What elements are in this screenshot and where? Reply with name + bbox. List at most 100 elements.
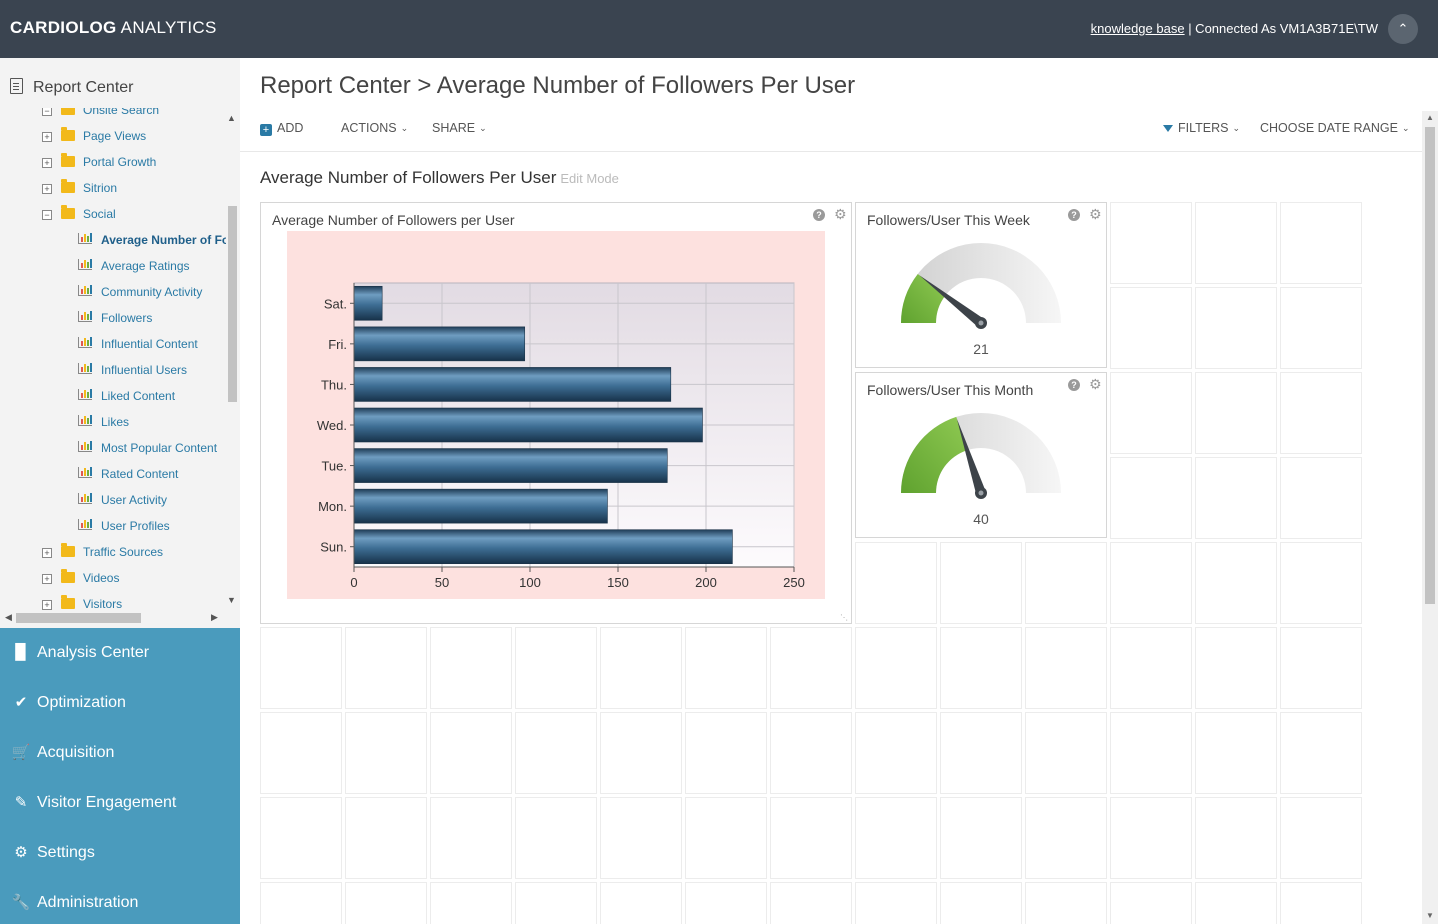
- help-icon[interactable]: ?: [1068, 209, 1080, 221]
- scroll-down-icon[interactable]: ▼: [227, 595, 236, 605]
- resize-handle[interactable]: ⋱: [840, 613, 848, 622]
- collapse-icon[interactable]: −: [42, 108, 52, 116]
- empty-grid-cell[interactable]: [855, 712, 937, 794]
- empty-grid-cell[interactable]: [1110, 712, 1192, 794]
- empty-grid-cell[interactable]: [1280, 457, 1362, 539]
- empty-grid-cell[interactable]: [430, 627, 512, 709]
- share-dropdown[interactable]: SHARE ⌄: [432, 121, 487, 135]
- empty-grid-cell[interactable]: [345, 882, 427, 924]
- empty-grid-cell[interactable]: [1110, 882, 1192, 924]
- empty-grid-cell[interactable]: [1110, 287, 1192, 369]
- tree-report[interactable]: Liked Content: [78, 388, 175, 414]
- empty-grid-cell[interactable]: [1110, 797, 1192, 879]
- empty-grid-cell[interactable]: [1280, 202, 1362, 284]
- empty-grid-cell[interactable]: [1110, 372, 1192, 454]
- empty-grid-cell[interactable]: [685, 627, 767, 709]
- tree-folder[interactable]: − Social: [42, 205, 116, 232]
- empty-grid-cell[interactable]: [430, 712, 512, 794]
- empty-grid-cell[interactable]: [430, 882, 512, 924]
- empty-grid-cell[interactable]: [1195, 712, 1277, 794]
- knowledge-base-link[interactable]: knowledge base: [1090, 21, 1185, 36]
- date-range-dropdown[interactable]: CHOOSE DATE RANGE ⌄: [1260, 121, 1410, 135]
- expand-icon[interactable]: +: [42, 600, 52, 610]
- empty-grid-cell[interactable]: [515, 712, 597, 794]
- actions-dropdown[interactable]: ACTIONS ⌄: [341, 121, 409, 135]
- tree-report[interactable]: Average Number of Fo: [78, 232, 226, 258]
- expand-icon[interactable]: +: [42, 158, 52, 168]
- empty-grid-cell[interactable]: [855, 797, 937, 879]
- empty-grid-cell[interactable]: [1280, 797, 1362, 879]
- empty-grid-cell[interactable]: [1195, 797, 1277, 879]
- month-gauge-widget[interactable]: Followers/User This Month ? ⚙ 40: [855, 372, 1107, 538]
- empty-grid-cell[interactable]: [1195, 627, 1277, 709]
- empty-grid-cell[interactable]: [1195, 542, 1277, 624]
- empty-grid-cell[interactable]: [770, 712, 852, 794]
- collapse-icon[interactable]: −: [42, 210, 52, 220]
- scroll-right-icon[interactable]: ▶: [211, 612, 218, 622]
- nav-visitor-engagement[interactable]: ✎ Visitor Engagement: [10, 793, 177, 817]
- help-icon[interactable]: ?: [1068, 379, 1080, 391]
- empty-grid-cell[interactable]: [515, 627, 597, 709]
- empty-grid-cell[interactable]: [1195, 287, 1277, 369]
- gear-icon[interactable]: ⚙: [1089, 206, 1102, 222]
- report-center-header[interactable]: Report Center: [10, 78, 134, 97]
- nav-settings[interactable]: ⚙ Settings: [10, 843, 95, 867]
- expand-icon[interactable]: +: [42, 574, 52, 584]
- empty-grid-cell[interactable]: [1110, 542, 1192, 624]
- empty-grid-cell[interactable]: [1025, 627, 1107, 709]
- empty-grid-cell[interactable]: [685, 797, 767, 879]
- empty-grid-cell[interactable]: [940, 797, 1022, 879]
- week-gauge-widget[interactable]: Followers/User This Week ? ⚙ 21: [855, 202, 1107, 368]
- empty-grid-cell[interactable]: [515, 797, 597, 879]
- empty-grid-cell[interactable]: [515, 882, 597, 924]
- page-vertical-scrollbar[interactable]: ▲ ▼: [1422, 111, 1438, 924]
- tree-report[interactable]: Likes: [78, 414, 129, 440]
- empty-grid-cell[interactable]: [685, 712, 767, 794]
- tree-report[interactable]: User Profiles: [78, 518, 170, 544]
- empty-grid-cell[interactable]: [1195, 372, 1277, 454]
- empty-grid-cell[interactable]: [685, 882, 767, 924]
- scroll-up-icon[interactable]: ▲: [1426, 113, 1434, 122]
- empty-grid-cell[interactable]: [260, 882, 342, 924]
- empty-grid-cell[interactable]: [1280, 712, 1362, 794]
- tree-report[interactable]: Influential Content: [78, 336, 198, 362]
- empty-grid-cell[interactable]: [345, 797, 427, 879]
- expand-icon[interactable]: +: [42, 132, 52, 142]
- tree-folder[interactable]: + Visitors: [42, 595, 122, 610]
- nav-optimization[interactable]: ✔ Optimization: [10, 693, 126, 717]
- nav-administration[interactable]: 🔧 Administration: [11, 894, 139, 911]
- empty-grid-cell[interactable]: [260, 627, 342, 709]
- empty-grid-cell[interactable]: [1110, 457, 1192, 539]
- empty-grid-cell[interactable]: [1280, 372, 1362, 454]
- add-button[interactable]: + ADD: [260, 121, 303, 136]
- tree-report[interactable]: Most Popular Content: [78, 440, 217, 466]
- empty-grid-cell[interactable]: [430, 797, 512, 879]
- empty-grid-cell[interactable]: [1110, 627, 1192, 709]
- empty-grid-cell[interactable]: [1280, 882, 1362, 924]
- empty-grid-cell[interactable]: [770, 882, 852, 924]
- scroll-down-icon[interactable]: ▼: [1426, 911, 1434, 920]
- tree-folder[interactable]: + Traffic Sources: [42, 543, 163, 570]
- empty-grid-cell[interactable]: [345, 712, 427, 794]
- empty-grid-cell[interactable]: [940, 542, 1022, 624]
- expand-icon[interactable]: +: [42, 184, 52, 194]
- empty-grid-cell[interactable]: [260, 712, 342, 794]
- tree-report[interactable]: User Activity: [78, 492, 167, 518]
- tree-folder[interactable]: − Onsite Search: [42, 108, 159, 128]
- empty-grid-cell[interactable]: [1280, 542, 1362, 624]
- empty-grid-cell[interactable]: [1025, 797, 1107, 879]
- expand-icon[interactable]: +: [42, 548, 52, 558]
- tree-report[interactable]: Rated Content: [78, 466, 178, 492]
- edit-mode-link[interactable]: Edit Mode: [560, 171, 619, 186]
- empty-grid-cell[interactable]: [855, 882, 937, 924]
- tree-folder[interactable]: + Videos: [42, 569, 119, 596]
- collapse-header-button[interactable]: ⌃: [1388, 14, 1418, 44]
- empty-grid-cell[interactable]: [600, 882, 682, 924]
- tree-vertical-scrollbar[interactable]: [228, 206, 237, 402]
- empty-grid-cell[interactable]: [600, 712, 682, 794]
- tree-report[interactable]: Average Ratings: [78, 258, 190, 284]
- scroll-left-icon[interactable]: ◀: [5, 612, 12, 622]
- empty-grid-cell[interactable]: [940, 627, 1022, 709]
- empty-grid-cell[interactable]: [940, 712, 1022, 794]
- help-icon[interactable]: ?: [813, 209, 825, 221]
